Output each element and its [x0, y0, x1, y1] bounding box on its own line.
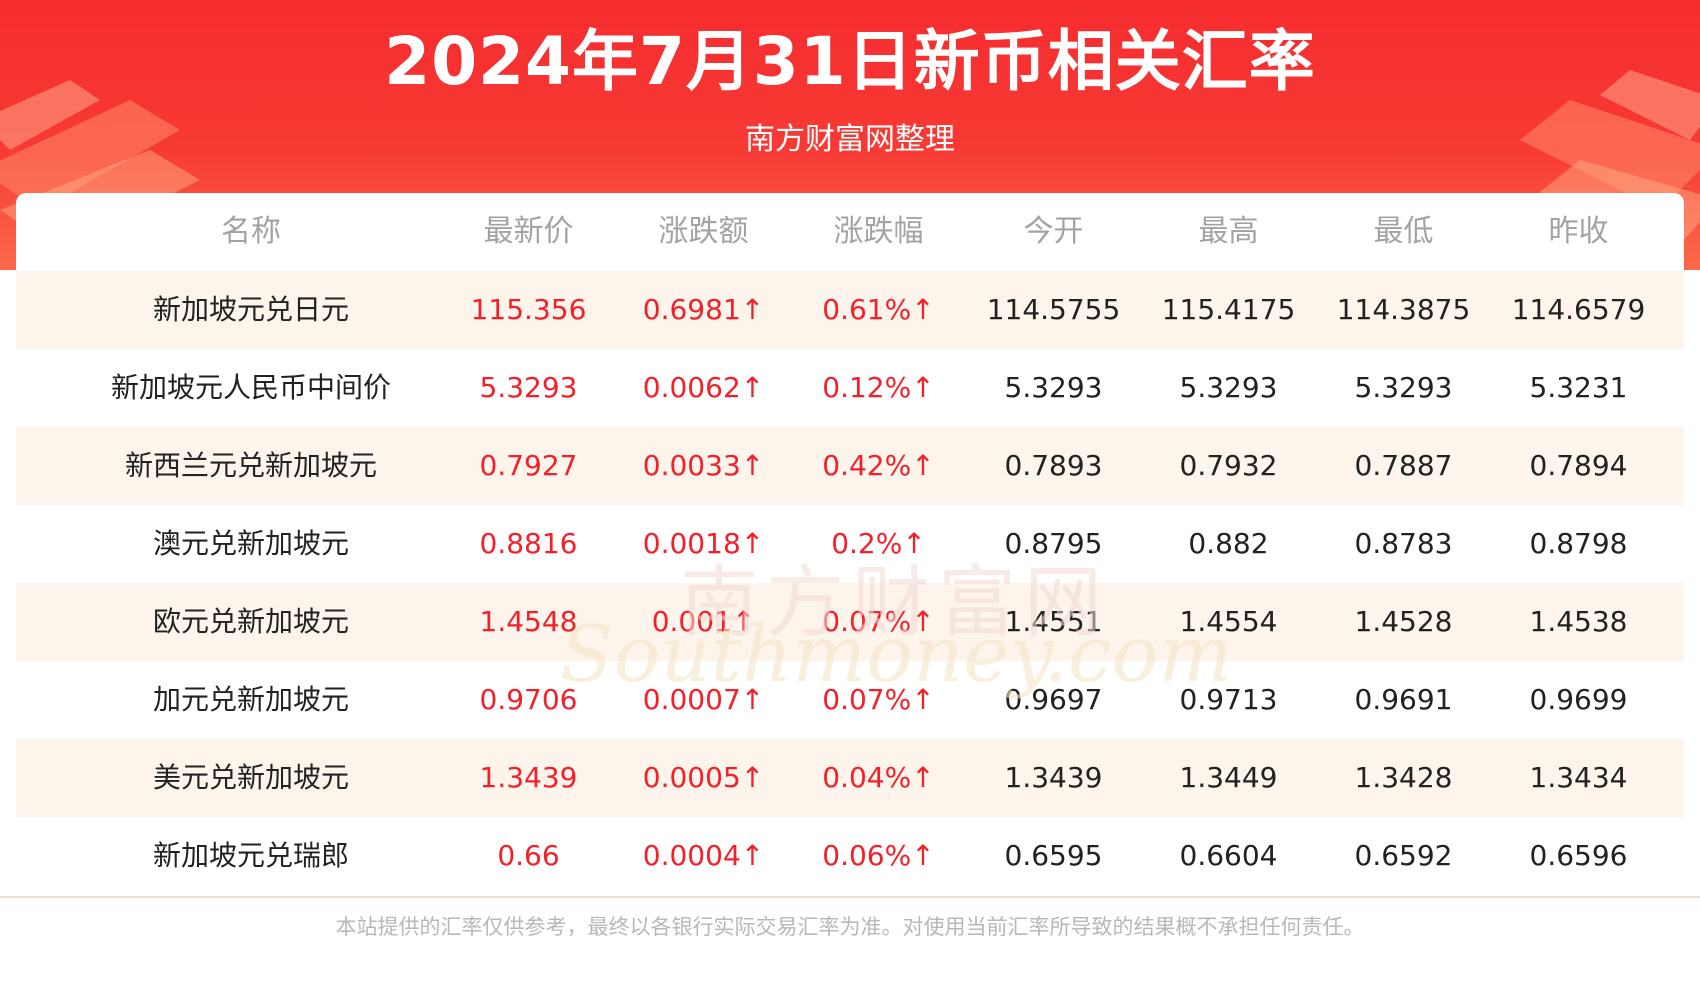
latest-price: 115.356: [470, 293, 587, 326]
latest-price: 0.9706: [479, 683, 578, 716]
table-row: 新西兰元兑新加坡元 0.7927 0.0033↑ 0.42%↑ 0.7893 0…: [16, 427, 1684, 505]
prev-close-price: 1.4538: [1529, 605, 1628, 638]
currency-pair-name: 澳元兑新加坡元: [152, 527, 349, 560]
low-price: 1.3428: [1354, 761, 1453, 794]
high-price: 115.4175: [1161, 293, 1296, 326]
latest-price: 0.66: [497, 839, 560, 872]
change-percent: 0.2%↑: [831, 527, 926, 560]
high-price: 0.9713: [1179, 683, 1278, 716]
table-row: 新加坡元人民币中间价 5.3293 0.0062↑ 0.12%↑ 5.3293 …: [16, 349, 1684, 427]
open-price: 1.4551: [1004, 605, 1103, 638]
open-price: 0.6595: [1004, 839, 1103, 872]
table-header-row: 名称 最新价 涨跌额 涨跌幅 今开 最高 最低 昨收: [16, 193, 1684, 271]
prev-close-price: 0.8798: [1529, 527, 1628, 560]
low-price: 1.4528: [1354, 605, 1453, 638]
change-amount: 0.0062↑: [642, 371, 765, 404]
low-price: 0.7887: [1354, 449, 1453, 482]
open-price: 5.3293: [1004, 371, 1103, 404]
footer-divider: [0, 896, 1700, 898]
prev-close-price: 0.9699: [1529, 683, 1628, 716]
column-header-latest: 最新价: [483, 214, 574, 249]
currency-pair-name: 新加坡元人民币中间价: [110, 371, 391, 404]
prev-close-price: 5.3231: [1529, 371, 1628, 404]
high-price: 0.882: [1188, 527, 1269, 560]
table-row: 澳元兑新加坡元 0.8816 0.0018↑ 0.2%↑ 0.8795 0.88…: [16, 505, 1684, 583]
change-amount: 0.6981↑: [642, 293, 765, 326]
open-price: 0.7893: [1004, 449, 1103, 482]
table-row: 欧元兑新加坡元 1.4548 0.001↑ 0.07%↑ 1.4551 1.45…: [16, 583, 1684, 661]
disclaimer-text: 本站提供的汇率仅供参考，最终以各银行实际交易汇率为准。对使用当前汇率所导致的结果…: [335, 915, 1365, 939]
currency-pair-name: 新加坡元兑瑞郎: [152, 839, 349, 872]
change-percent: 0.04%↑: [822, 761, 935, 794]
currency-pair-name: 加元兑新加坡元: [152, 683, 349, 716]
low-price: 0.8783: [1354, 527, 1453, 560]
open-price: 0.8795: [1004, 527, 1103, 560]
low-price: 0.9691: [1354, 683, 1453, 716]
high-price: 1.3449: [1179, 761, 1278, 794]
change-percent: 0.12%↑: [822, 371, 935, 404]
change-percent: 0.07%↑: [822, 683, 935, 716]
change-amount: 0.0005↑: [642, 761, 765, 794]
open-price: 0.9697: [1004, 683, 1103, 716]
page-subtitle: 南方财富网整理: [745, 122, 955, 157]
change-percent: 0.06%↑: [822, 839, 935, 872]
low-price: 5.3293: [1354, 371, 1453, 404]
change-percent: 0.07%↑: [822, 605, 935, 638]
open-price: 1.3439: [1004, 761, 1103, 794]
change-amount: 0.0018↑: [642, 527, 765, 560]
latest-price: 5.3293: [479, 371, 578, 404]
table-row: 新加坡元兑日元 115.356 0.6981↑ 0.61%↑ 114.5755 …: [16, 271, 1684, 349]
currency-pair-name: 新加坡元兑日元: [152, 293, 349, 326]
open-price: 114.5755: [986, 293, 1121, 326]
column-header-open: 今开: [1023, 214, 1084, 249]
latest-price: 0.7927: [479, 449, 578, 482]
high-price: 5.3293: [1179, 371, 1278, 404]
table-row: 新加坡元兑瑞郎 0.66 0.0004↑ 0.06%↑ 0.6595 0.660…: [16, 817, 1684, 895]
currency-pair-name: 美元兑新加坡元: [152, 761, 349, 794]
column-header-high: 最高: [1198, 214, 1259, 249]
column-header-change-pct: 涨跌幅: [833, 214, 924, 249]
prev-close-price: 0.7894: [1529, 449, 1628, 482]
change-percent: 0.61%↑: [822, 293, 935, 326]
change-amount: 0.0007↑: [642, 683, 765, 716]
column-header-change: 涨跌额: [658, 214, 749, 249]
table-row: 加元兑新加坡元 0.9706 0.0007↑ 0.07%↑ 0.9697 0.9…: [16, 661, 1684, 739]
change-percent: 0.42%↑: [822, 449, 935, 482]
column-header-prev-close: 昨收: [1548, 214, 1609, 249]
prev-close-price: 1.3434: [1529, 761, 1628, 794]
prev-close-price: 0.6596: [1529, 839, 1628, 872]
change-amount: 0.001↑: [651, 605, 756, 638]
currency-pair-name: 新西兰元兑新加坡元: [124, 449, 377, 482]
latest-price: 0.8816: [479, 527, 578, 560]
rates-table: 名称 最新价 涨跌额 涨跌幅 今开 最高 最低 昨收 新加坡元兑日元 115.3…: [16, 193, 1684, 895]
high-price: 0.6604: [1179, 839, 1278, 872]
latest-price: 1.3439: [479, 761, 578, 794]
latest-price: 1.4548: [479, 605, 578, 638]
change-amount: 0.0033↑: [642, 449, 765, 482]
high-price: 0.7932: [1179, 449, 1278, 482]
change-amount: 0.0004↑: [642, 839, 765, 872]
column-header-name: 名称: [221, 214, 281, 249]
low-price: 0.6592: [1354, 839, 1453, 872]
high-price: 1.4554: [1179, 605, 1278, 638]
prev-close-price: 114.6579: [1511, 293, 1646, 326]
table-row: 美元兑新加坡元 1.3439 0.0005↑ 0.04%↑ 1.3439 1.3…: [16, 739, 1684, 817]
page-title: 2024年7月31日新币相关汇率: [384, 23, 1316, 100]
low-price: 114.3875: [1336, 293, 1471, 326]
currency-pair-name: 欧元兑新加坡元: [152, 605, 349, 638]
column-header-low: 最低: [1373, 214, 1434, 249]
